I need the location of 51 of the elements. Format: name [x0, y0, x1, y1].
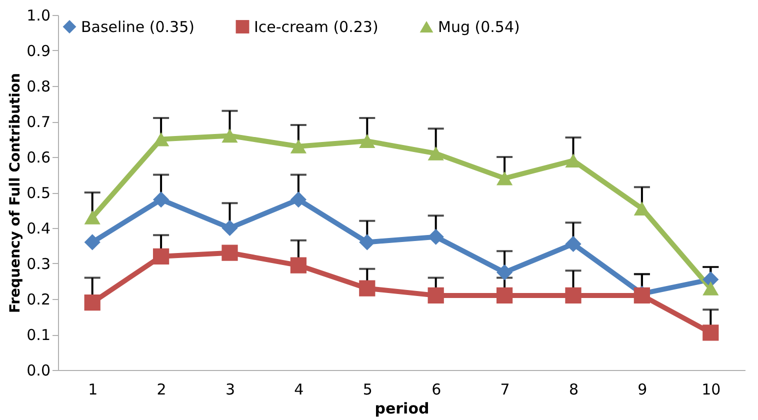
- point: [84, 210, 100, 224]
- point: [359, 134, 376, 148]
- y-tick-label: 0.7: [26, 113, 50, 131]
- x-tick-label: 8: [568, 380, 579, 398]
- point: [428, 287, 444, 304]
- y-tick-label: 0.0: [26, 362, 50, 380]
- point: [496, 287, 513, 304]
- x-tick-label: 6: [432, 380, 442, 398]
- y-tick-label: 0.8: [26, 78, 50, 96]
- point: [222, 244, 238, 261]
- y-tick-label: 0.2: [26, 290, 50, 308]
- point: [290, 192, 307, 208]
- x-tick-label: 2: [156, 380, 166, 398]
- x-tick-label: 7: [500, 380, 510, 398]
- point: [428, 228, 444, 245]
- y-tick-label: 0.1: [26, 326, 50, 344]
- x-tick-label: 10: [702, 380, 721, 398]
- point: [84, 234, 100, 250]
- point: [359, 234, 376, 250]
- point: [702, 281, 719, 296]
- point: [428, 146, 444, 160]
- point: [565, 287, 582, 304]
- point: [359, 280, 376, 296]
- x-tick-label: 4: [294, 380, 304, 398]
- point: [496, 264, 513, 280]
- y-tick-label: 0.9: [26, 42, 50, 60]
- point: [290, 257, 307, 274]
- point: [84, 294, 100, 311]
- point: [290, 139, 307, 154]
- y-tick-label: 0.6: [26, 148, 50, 166]
- point: [496, 171, 513, 186]
- point: [222, 128, 238, 143]
- y-axis-title: Frequency of Full Contribution: [8, 72, 24, 314]
- point: [152, 248, 170, 264]
- x-axis-title: period: [374, 400, 430, 418]
- point: [702, 324, 719, 341]
- y-tick-label: 0.4: [26, 220, 50, 238]
- x-tick-label: 5: [362, 380, 372, 398]
- legend-label: Baseline (0.35): [81, 18, 194, 36]
- legend-label: Ice-cream (0.23): [254, 18, 378, 36]
- x-tick-label: 1: [88, 380, 98, 398]
- point: [222, 220, 238, 236]
- y-tick-label: 0.3: [26, 255, 50, 273]
- point: [565, 236, 582, 252]
- x-tick-label: 3: [225, 380, 236, 398]
- point: [152, 192, 170, 208]
- point: [634, 201, 650, 216]
- y-tick-label: 1.0: [26, 6, 50, 24]
- y-tick-label: 0.5: [26, 184, 50, 202]
- x-tick-label: 9: [638, 380, 648, 398]
- legend-label: Mug (0.54): [438, 18, 520, 36]
